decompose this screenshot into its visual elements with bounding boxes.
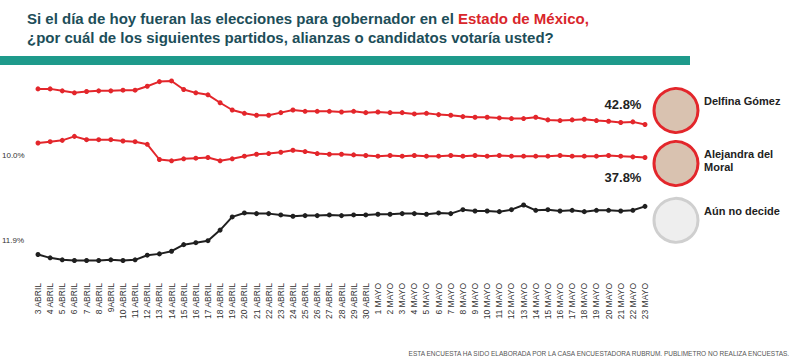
svg-text:23 MAYO: 23 MAYO	[640, 283, 650, 320]
svg-text:12 ABRIL: 12 ABRIL	[142, 283, 152, 319]
svg-text:21 ABRIL: 21 ABRIL	[252, 283, 262, 319]
svg-text:8 ABRIL: 8 ABRIL	[94, 283, 104, 314]
svg-text:14 MAYO: 14 MAYO	[531, 283, 541, 320]
svg-text:19 MAYO: 19 MAYO	[591, 283, 601, 320]
svg-text:30 ABRIL: 30 ABRIL	[361, 283, 371, 319]
svg-text:14 ABRIL: 14 ABRIL	[167, 283, 177, 319]
svg-text:37.8%: 37.8%	[605, 170, 642, 185]
svg-text:16 ABRIL: 16 ABRIL	[191, 283, 201, 319]
svg-text:12 MAYO: 12 MAYO	[506, 283, 516, 320]
svg-text:9ABRIL: 9ABRIL	[106, 283, 116, 313]
svg-text:Si el día de hoy fueran las el: Si el día de hoy fueran las elecciones p…	[27, 10, 458, 27]
svg-text:ESTA ENCUESTA HA SIDO ELABORAD: ESTA ENCUESTA HA SIDO ELABORADA POR LA C…	[409, 350, 790, 357]
svg-text:28 ABRIL: 28 ABRIL	[337, 283, 347, 319]
svg-text:Aún no decide: Aún no decide	[704, 205, 780, 217]
svg-text:3 ABRIL: 3 ABRIL	[33, 283, 43, 314]
svg-text:42.8%: 42.8%	[605, 97, 642, 112]
svg-text:19 ABRIL: 19 ABRIL	[227, 283, 237, 319]
svg-text:17 ABRIL: 17 ABRIL	[203, 283, 213, 319]
svg-text:7 MAYO: 7 MAYO	[446, 283, 456, 315]
svg-text:23 ABRIL: 23 ABRIL	[276, 283, 286, 319]
svg-text:11.9%: 11.9%	[2, 236, 24, 245]
svg-text:15 MAYO: 15 MAYO	[543, 283, 553, 320]
svg-text:27 ABRIL: 27 ABRIL	[324, 283, 334, 319]
svg-text:24 ABRIL: 24 ABRIL	[288, 283, 298, 319]
svg-text:17 MAYO: 17 MAYO	[567, 283, 577, 320]
svg-text:11 MAYO: 11 MAYO	[494, 283, 504, 319]
svg-text:25 ABRIL: 25 ABRIL	[300, 283, 310, 319]
svg-text:20 ABRIL: 20 ABRIL	[239, 283, 249, 319]
svg-text:18 MAYO: 18 MAYO	[579, 283, 589, 320]
svg-text:Alejandra del: Alejandra del	[704, 148, 776, 160]
svg-text:¿por cuál de los siguientes pa: ¿por cuál de los siguientes partidos, al…	[27, 29, 554, 46]
svg-text:15 ABRIL: 15 ABRIL	[179, 283, 189, 319]
svg-text:1 MAYO: 1 MAYO	[373, 283, 383, 315]
svg-text:13 MAYO: 13 MAYO	[519, 283, 529, 320]
svg-text:16 MAYO: 16 MAYO	[555, 283, 565, 320]
svg-text:29 ABRIL: 29 ABRIL	[349, 283, 359, 319]
svg-text:2 MAYO: 2 MAYO	[385, 283, 395, 315]
svg-text:3 MAYO: 3 MAYO	[397, 283, 407, 315]
svg-text:4 MAYO: 4 MAYO	[409, 283, 419, 315]
svg-text:Delfina Gómez: Delfina Gómez	[704, 95, 781, 107]
svg-text:10 ABRIL: 10 ABRIL	[118, 283, 128, 319]
svg-text:22 MAYO: 22 MAYO	[628, 283, 638, 320]
svg-text:4 ABRIL: 4 ABRIL	[45, 283, 55, 314]
svg-text:13 ABRIL: 13 ABRIL	[154, 283, 164, 319]
svg-text:26 ABRIL: 26 ABRIL	[312, 283, 322, 319]
svg-text:10.0%: 10.0%	[2, 151, 25, 160]
svg-text:9 MAYO: 9 MAYO	[470, 283, 480, 315]
svg-text:5 ABRIL: 5 ABRIL	[57, 283, 67, 314]
svg-text:Moral: Moral	[704, 161, 733, 173]
svg-text:8 MAYO: 8 MAYO	[458, 283, 468, 315]
svg-text:6 ABRIL: 6 ABRIL	[69, 283, 79, 314]
svg-text:21 MAYO: 21 MAYO	[616, 283, 626, 320]
svg-text:7 ABRIL: 7 ABRIL	[82, 283, 92, 314]
svg-text:Estado de México,: Estado de México,	[458, 10, 589, 27]
svg-text:5 MAYO: 5 MAYO	[421, 283, 431, 315]
svg-text:6 MAYO: 6 MAYO	[434, 283, 444, 315]
svg-text:18 ABRIL: 18 ABRIL	[215, 283, 225, 319]
svg-text:11 ABRIL: 11 ABRIL	[130, 283, 140, 319]
svg-text:20 MAYO: 20 MAYO	[604, 283, 614, 320]
svg-text:10 MAYO: 10 MAYO	[482, 283, 492, 320]
svg-text:22 ABRIL: 22 ABRIL	[264, 283, 274, 319]
